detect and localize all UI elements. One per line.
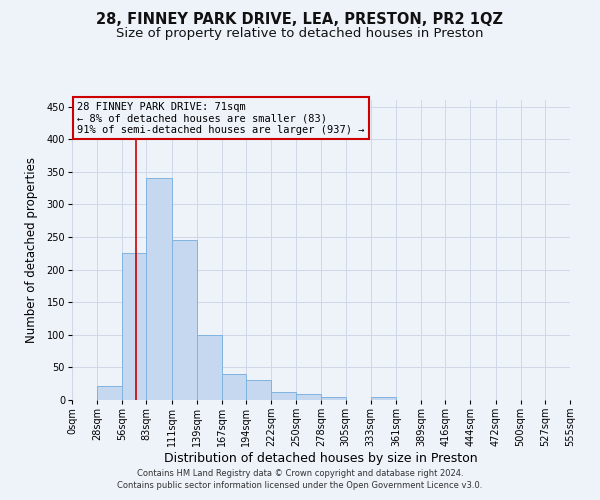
Text: 28 FINNEY PARK DRIVE: 71sqm
← 8% of detached houses are smaller (83)
91% of semi: 28 FINNEY PARK DRIVE: 71sqm ← 8% of deta…	[77, 102, 364, 134]
Bar	[371, 398, 396, 400]
Bar	[296, 394, 322, 400]
Bar	[197, 335, 222, 400]
Bar	[172, 240, 197, 400]
Text: Size of property relative to detached houses in Preston: Size of property relative to detached ho…	[116, 28, 484, 40]
Bar	[97, 386, 122, 400]
Y-axis label: Number of detached properties: Number of detached properties	[25, 157, 38, 343]
Bar	[246, 380, 271, 400]
Bar	[222, 374, 246, 400]
Bar	[122, 254, 146, 400]
Text: 28, FINNEY PARK DRIVE, LEA, PRESTON, PR2 1QZ: 28, FINNEY PARK DRIVE, LEA, PRESTON, PR2…	[97, 12, 503, 28]
X-axis label: Distribution of detached houses by size in Preston: Distribution of detached houses by size …	[164, 452, 478, 465]
Bar	[146, 178, 172, 400]
Bar	[322, 396, 346, 400]
Text: Contains public sector information licensed under the Open Government Licence v3: Contains public sector information licen…	[118, 481, 482, 490]
Bar	[271, 392, 296, 400]
Text: Contains HM Land Registry data © Crown copyright and database right 2024.: Contains HM Land Registry data © Crown c…	[137, 468, 463, 477]
